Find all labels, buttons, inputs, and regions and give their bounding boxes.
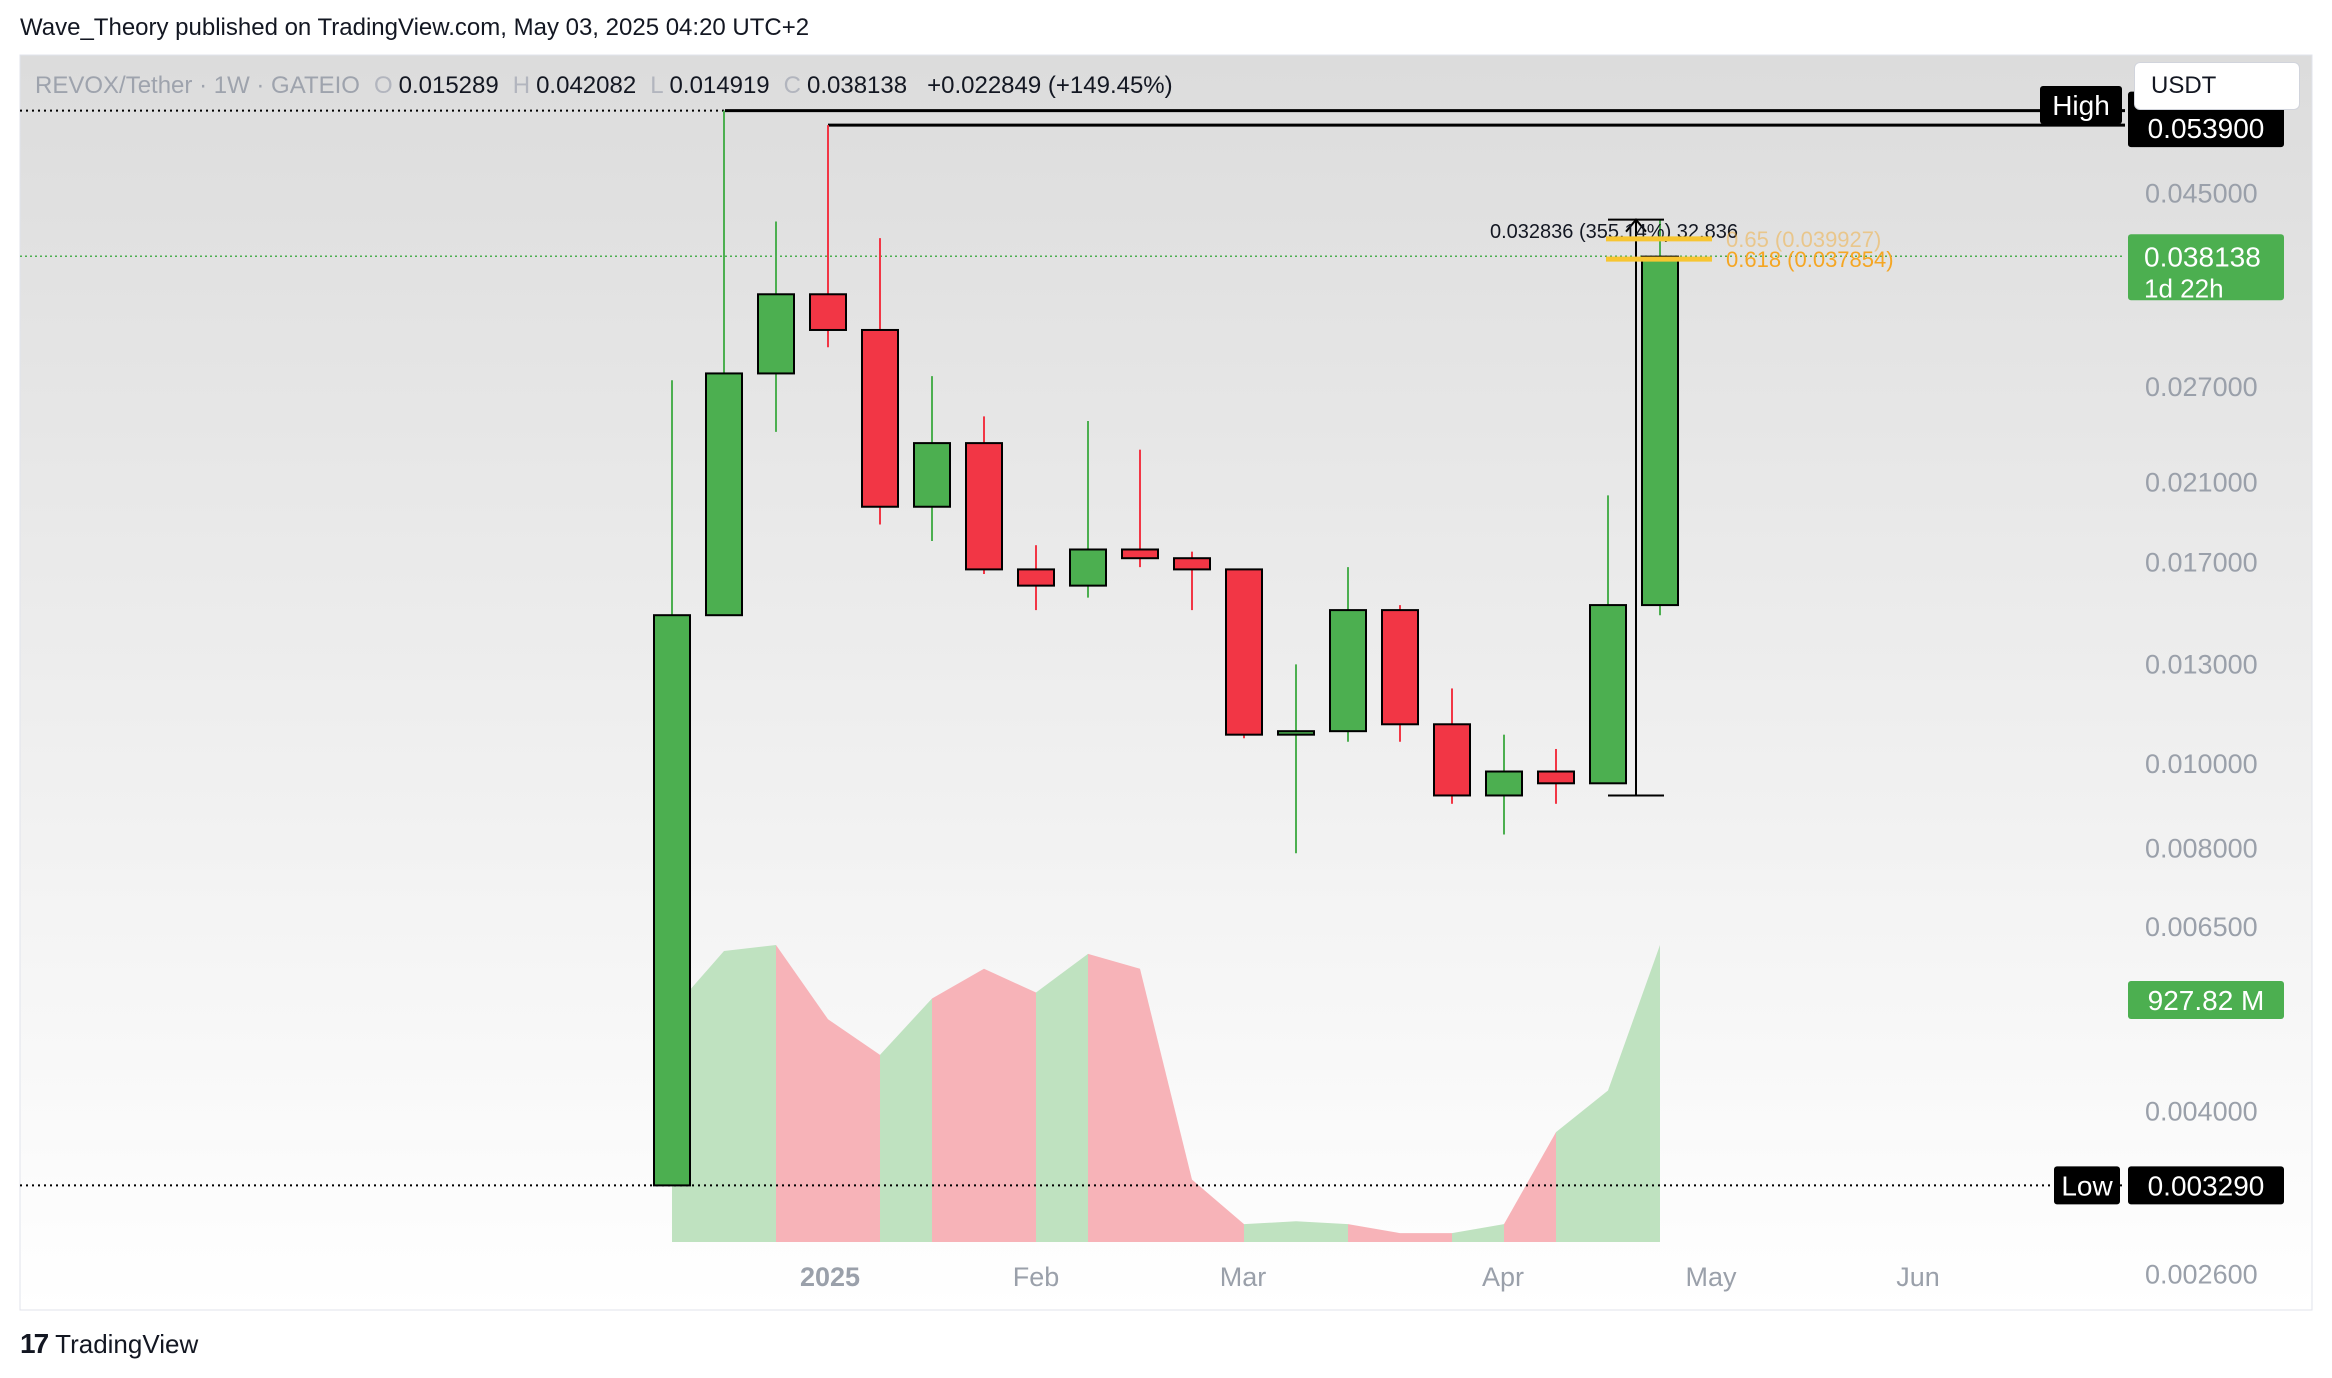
low-price-tag: 0.003290 — [2148, 1170, 2265, 1201]
open-value: 0.015289 — [398, 72, 499, 99]
change-value: +0.022849 (+149.45%) — [927, 72, 1173, 99]
x-tick-label: Feb — [1013, 1262, 1060, 1292]
guide-layer — [20, 109, 2125, 1187]
candle-body — [705, 372, 743, 617]
volume-area — [984, 968, 1036, 1242]
x-tick-label: 2025 — [800, 1262, 860, 1292]
last-price-tag-box — [2128, 234, 2284, 301]
y-tick-label: 0.008000 — [2145, 833, 2258, 863]
candle-body — [1121, 548, 1159, 560]
y-tick-label: 0.027000 — [2145, 372, 2258, 402]
volume-area — [1556, 1090, 1608, 1242]
x-tick-label: Jun — [1896, 1262, 1940, 1292]
low-tag-box — [2054, 1166, 2120, 1205]
volume-tag-box — [2128, 981, 2284, 1019]
currency-selector[interactable]: USDT — [2134, 62, 2300, 110]
tradingview-logo-icon: 17 — [20, 1328, 49, 1359]
countdown-tag: 1d 22h — [2144, 273, 2224, 303]
volume-area — [1452, 1224, 1504, 1242]
y-tick-label: 0.010000 — [2145, 749, 2258, 779]
brand-name: TradingView — [55, 1328, 199, 1359]
volume-area — [828, 1019, 880, 1242]
high-value: 0.042082 — [536, 72, 637, 99]
y-tick-label: 0.006500 — [2145, 912, 2258, 942]
footer-brand[interactable]: 17 TradingView — [20, 1328, 198, 1360]
high-tag-box — [2040, 86, 2122, 124]
low-label: L — [650, 72, 664, 99]
volume-area — [1244, 1221, 1296, 1242]
symbol-legend: REVOX/Tether · 1W · GATEIO O 0.015289 H 0.… — [35, 72, 1173, 100]
candle-body — [1641, 255, 1679, 607]
fib-level-label: 0.618 (0.037854) — [1726, 247, 1894, 272]
volume-area — [1296, 1221, 1348, 1242]
volume-area — [1608, 945, 1660, 1242]
volume-area — [1192, 1179, 1244, 1242]
high-tag: High — [2052, 90, 2110, 121]
y-tick-label: 0.013000 — [2145, 649, 2258, 679]
open-label: O — [373, 72, 393, 99]
low-tag: Low — [2061, 1170, 2113, 1201]
volume-area — [1400, 1233, 1452, 1242]
level-2-tag-box — [2128, 109, 2284, 148]
volume-area — [1504, 1132, 1556, 1242]
y-tick-label: 0.002600 — [2145, 1260, 2258, 1290]
candle-body — [1537, 770, 1575, 785]
x-tick-label: Apr — [1482, 1262, 1524, 1292]
candle-layer — [653, 110, 1679, 1187]
currency-label: USDT — [2151, 72, 2217, 99]
volume-area — [1348, 1224, 1400, 1242]
y-tick-label: 0.045000 — [2145, 179, 2258, 209]
candle-body — [861, 328, 899, 508]
close-label: C — [783, 72, 801, 99]
y-tick-label: 0.017000 — [2145, 548, 2258, 578]
y-tick-label: 0.021000 — [2145, 468, 2258, 498]
candle-body — [1433, 723, 1471, 797]
candle-body — [1069, 548, 1107, 587]
volume-area — [1140, 968, 1192, 1242]
volume-area — [1088, 953, 1140, 1242]
candle-body — [1277, 730, 1315, 736]
candle-body — [1485, 770, 1523, 797]
level-2-tag: 0.053900 — [2148, 113, 2265, 144]
candle-body — [1329, 609, 1367, 733]
candle-body — [809, 293, 847, 331]
candle-body — [653, 614, 691, 1187]
publisher-header: Wave_Theory published on TradingView.com… — [20, 14, 810, 41]
low-price-tag-box — [2128, 1166, 2284, 1205]
low-value: 0.014919 — [669, 72, 770, 99]
close-value: 0.038138 — [807, 72, 908, 99]
x-tick-label: May — [1685, 1262, 1737, 1292]
volume-tag: 927.82 M — [2148, 985, 2265, 1016]
candle-body — [965, 442, 1003, 571]
axis-layer: 0.045000 0.027000 0.021000 0.017000 0.013000… — [800, 86, 2284, 1292]
candle-body — [1225, 568, 1263, 736]
measure-arrow-icon — [1625, 218, 1647, 233]
candle-body — [757, 293, 795, 375]
candle-body — [1173, 557, 1211, 571]
fib-level-label: 0.65 (0.039927) — [1726, 227, 1881, 252]
symbol-name: REVOX/Tether · 1W · GATEIO — [35, 72, 360, 99]
candle-body — [1381, 609, 1419, 726]
volume-area — [932, 968, 984, 1242]
volume-area — [880, 998, 932, 1242]
x-tick-label: Mar — [1220, 1262, 1267, 1292]
candle-body — [913, 442, 951, 508]
high-label: H — [512, 72, 531, 99]
last-price-tag: 0.038138 — [2144, 241, 2261, 272]
candle-body — [1017, 568, 1055, 587]
y-tick-label: 0.004000 — [2145, 1096, 2258, 1126]
volume-area — [1036, 953, 1088, 1242]
volume-area — [724, 945, 776, 1242]
volume-area — [776, 945, 828, 1242]
candle-body — [1589, 604, 1627, 785]
